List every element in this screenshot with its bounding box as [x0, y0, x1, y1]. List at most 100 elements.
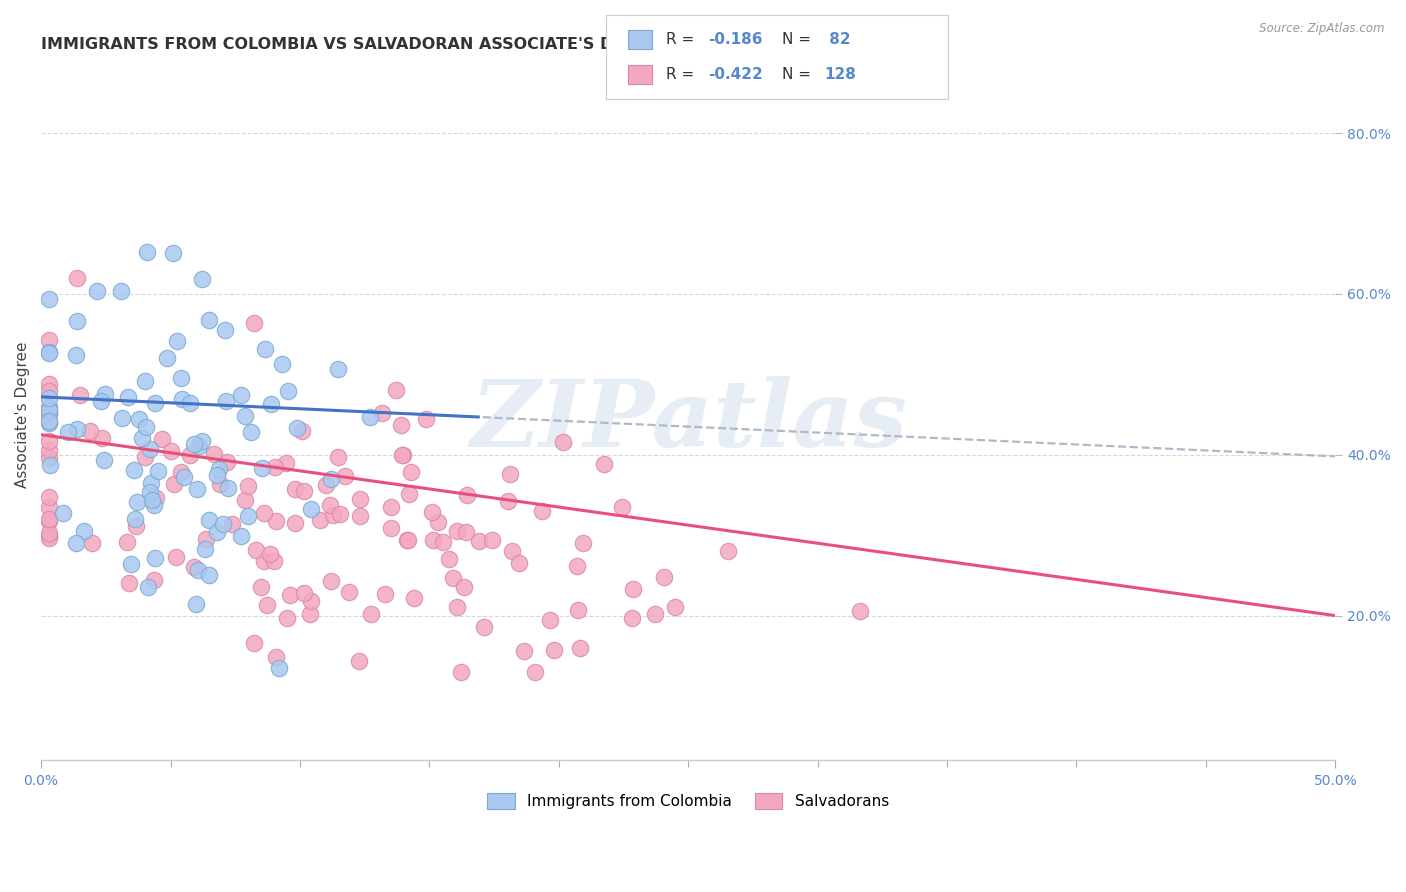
- Point: [264, 649, 287, 664]
- Point: [139, 442, 162, 456]
- Point: [269, 660, 291, 674]
- Point: [136, 244, 159, 259]
- Point: [396, 533, 419, 547]
- Point: [496, 494, 519, 508]
- Point: [329, 508, 352, 522]
- Point: [250, 460, 273, 475]
- Point: [38, 406, 60, 420]
- Point: [120, 558, 142, 572]
- Point: [270, 358, 292, 372]
- Point: [284, 482, 307, 496]
- Point: [146, 464, 169, 478]
- Text: -0.186: -0.186: [709, 32, 763, 47]
- Point: [349, 491, 371, 506]
- Point: [593, 457, 616, 471]
- Point: [162, 477, 184, 491]
- Point: [374, 586, 396, 600]
- Point: [93, 452, 115, 467]
- Point: [276, 610, 298, 624]
- Point: [221, 516, 243, 531]
- Point: [38, 415, 60, 429]
- Point: [569, 641, 592, 656]
- Point: [396, 533, 419, 548]
- Point: [415, 412, 437, 426]
- Point: [38, 511, 60, 525]
- Point: [326, 450, 349, 464]
- Point: [277, 384, 299, 398]
- Legend: Immigrants from Colombia, Salvadorans: Immigrants from Colombia, Salvadorans: [481, 787, 896, 815]
- Point: [252, 506, 274, 520]
- Point: [446, 600, 468, 615]
- Point: [110, 285, 132, 299]
- Point: [38, 458, 60, 472]
- Point: [183, 437, 205, 451]
- Point: [652, 569, 675, 583]
- Point: [38, 346, 60, 360]
- Point: [359, 410, 381, 425]
- Point: [422, 533, 444, 547]
- Point: [426, 515, 449, 529]
- Point: [170, 371, 193, 385]
- Point: [233, 409, 256, 424]
- Point: [392, 449, 415, 463]
- Point: [454, 524, 477, 539]
- Point: [179, 396, 201, 410]
- Point: [38, 500, 60, 514]
- Point: [197, 568, 219, 582]
- Point: [208, 477, 231, 491]
- Y-axis label: Associate's Degree: Associate's Degree: [15, 342, 30, 488]
- Point: [66, 270, 89, 285]
- Point: [322, 508, 344, 523]
- Point: [538, 613, 561, 627]
- Point: [90, 393, 112, 408]
- Point: [38, 526, 60, 541]
- Point: [398, 487, 420, 501]
- Point: [38, 416, 60, 430]
- Point: [217, 481, 239, 495]
- Point: [453, 580, 475, 594]
- Point: [38, 345, 60, 359]
- Text: IMMIGRANTS FROM COLOMBIA VS SALVADORAN ASSOCIATE'S DEGREE CORRELATION CHART: IMMIGRANTS FROM COLOMBIA VS SALVADORAN A…: [41, 37, 869, 53]
- Point: [172, 392, 194, 406]
- Point: [73, 524, 96, 538]
- Point: [194, 542, 217, 557]
- Point: [260, 396, 283, 410]
- Point: [441, 571, 464, 585]
- Point: [136, 580, 159, 594]
- Point: [530, 504, 553, 518]
- Point: [404, 591, 426, 605]
- Point: [236, 479, 259, 493]
- Point: [38, 529, 60, 543]
- Point: [143, 574, 166, 588]
- Point: [360, 607, 382, 622]
- Point: [245, 542, 267, 557]
- Point: [236, 508, 259, 523]
- Point: [128, 412, 150, 426]
- Text: N =: N =: [782, 67, 815, 82]
- Point: [170, 465, 193, 479]
- Point: [299, 502, 322, 516]
- Point: [328, 362, 350, 376]
- Text: 128: 128: [824, 67, 856, 82]
- Point: [38, 391, 60, 405]
- Point: [79, 424, 101, 438]
- Point: [309, 513, 332, 527]
- Point: [242, 636, 264, 650]
- Text: Source: ZipAtlas.com: Source: ZipAtlas.com: [1260, 22, 1385, 36]
- Point: [481, 533, 503, 547]
- Point: [243, 316, 266, 330]
- Point: [215, 455, 238, 469]
- Point: [143, 498, 166, 512]
- Point: [38, 490, 60, 504]
- Point: [264, 459, 287, 474]
- Point: [38, 384, 60, 398]
- Point: [233, 493, 256, 508]
- Point: [612, 500, 634, 514]
- Point: [621, 611, 644, 625]
- Point: [69, 388, 91, 402]
- Point: [432, 534, 454, 549]
- Point: [80, 536, 103, 550]
- Point: [848, 603, 870, 617]
- Point: [253, 554, 276, 568]
- Point: [115, 535, 138, 549]
